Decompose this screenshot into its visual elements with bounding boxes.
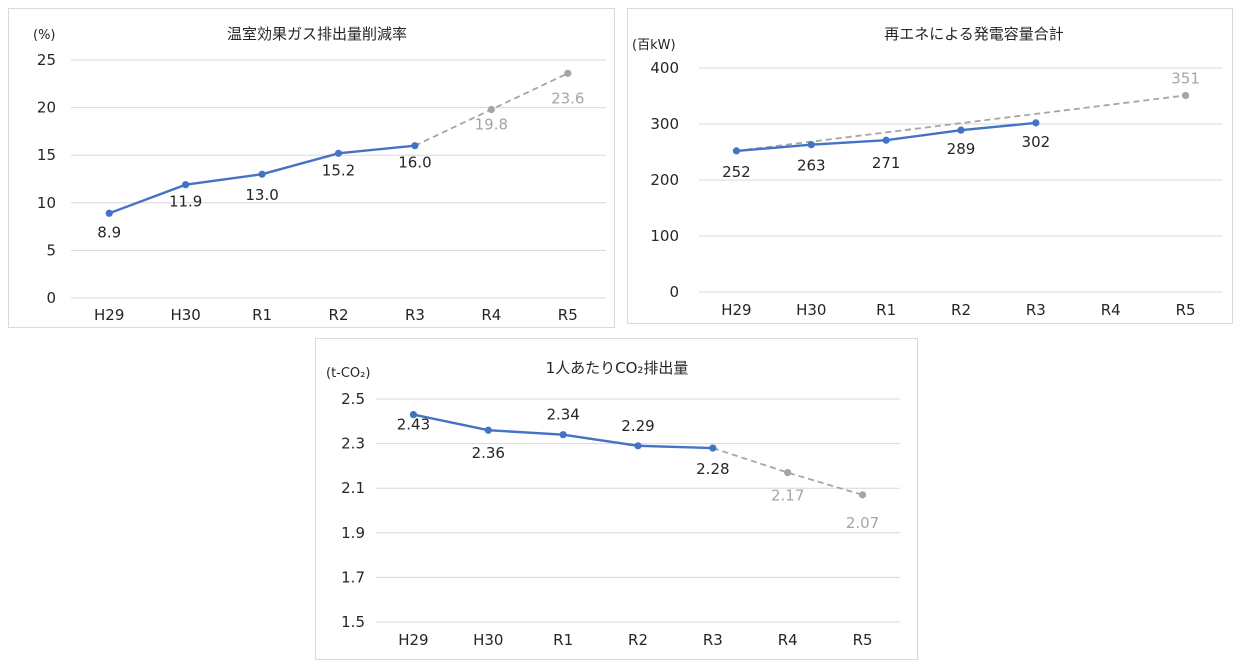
y-tick-label: 15 — [37, 146, 56, 164]
data-label: 2.43 — [397, 416, 430, 434]
x-tick-label: R1 — [876, 301, 896, 319]
y-tick-label: 0 — [669, 283, 679, 301]
x-tick-label: R5 — [1176, 301, 1196, 319]
x-tick-label: R3 — [1026, 301, 1046, 319]
data-point — [411, 142, 419, 150]
data-point — [732, 147, 741, 155]
data-label: 351 — [1171, 69, 1200, 87]
x-tick-label: R4 — [778, 631, 798, 649]
data-label: 2.07 — [846, 514, 879, 532]
projection-point — [858, 491, 867, 499]
data-point — [484, 426, 492, 434]
data-label: 2.29 — [621, 417, 654, 435]
y-unit-label: (t-CO₂) — [326, 366, 370, 381]
data-label: 11.9 — [169, 193, 202, 211]
y-tick-label: 20 — [37, 99, 56, 117]
projection-point — [487, 105, 495, 114]
x-tick-label: H29 — [721, 301, 751, 319]
projection-point — [784, 468, 792, 477]
data-point — [957, 126, 965, 134]
data-point — [807, 141, 815, 149]
co2-per-capita-chart: 1人あたりCO₂排出量 (t-CO₂) 1.5 1.7 1.9 2.1 2.3 2.5 H2… — [315, 338, 918, 660]
y-tick-label: 100 — [650, 227, 679, 245]
x-tick-label: R2 — [329, 306, 349, 324]
y-tick-label: 200 — [650, 171, 679, 189]
y-tick-label: 1.5 — [341, 613, 365, 631]
data-point — [1032, 119, 1040, 127]
x-tick-label: H30 — [170, 306, 200, 324]
data-label: 263 — [797, 157, 826, 175]
chart-title: 温室効果ガス排出量削減率 — [227, 25, 407, 43]
projection-point — [1181, 91, 1190, 100]
data-label: 8.9 — [97, 223, 121, 241]
data-point — [334, 149, 343, 157]
data-point — [258, 170, 266, 178]
data-label: 23.6 — [551, 89, 584, 107]
data-point — [634, 442, 642, 450]
y-tick-label: 300 — [650, 115, 679, 133]
data-point — [882, 136, 890, 144]
data-point — [409, 411, 418, 419]
x-tick-label: R4 — [481, 306, 501, 324]
chart-title: 再エネによる発電容量合計 — [884, 25, 1064, 43]
y-tick-label: 0 — [46, 289, 56, 307]
y-tick-label: 1.7 — [341, 568, 365, 586]
y-tick-label: 1.9 — [341, 524, 365, 542]
chart-title: 1人あたりCO₂排出量 — [546, 359, 689, 377]
data-label: 2.28 — [696, 460, 729, 478]
data-label: 2.36 — [472, 444, 505, 462]
data-point — [105, 209, 113, 217]
data-label: 271 — [872, 154, 901, 172]
data-label: 302 — [1022, 133, 1051, 151]
data-label: 16.0 — [398, 154, 431, 172]
y-tick-label: 2.5 — [341, 390, 365, 408]
y-tick-label: 400 — [650, 59, 679, 77]
data-label: 2.34 — [546, 406, 579, 424]
x-tick-label: R1 — [252, 306, 272, 324]
x-tick-label: R1 — [553, 631, 573, 649]
x-tick-label: R3 — [405, 306, 425, 324]
data-point — [559, 431, 567, 439]
x-tick-label: R2 — [628, 631, 648, 649]
x-tick-label: H30 — [473, 631, 503, 649]
x-tick-label: R3 — [703, 631, 723, 649]
data-point — [182, 181, 190, 189]
data-label: 252 — [722, 163, 751, 181]
y-tick-label: 2.1 — [341, 479, 365, 497]
data-label: 19.8 — [475, 116, 508, 134]
data-label: 13.0 — [245, 186, 278, 204]
x-tick-label: R4 — [1101, 301, 1121, 319]
x-tick-label: R5 — [558, 306, 578, 324]
co2-per-capita-chart-svg: 1人あたりCO₂排出量 (t-CO₂) 1.5 1.7 1.9 2.1 2.3 2.5 H2… — [326, 359, 900, 649]
x-tick-label: H29 — [398, 631, 428, 649]
y-tick-label: 2.3 — [341, 435, 365, 453]
y-tick-label: 10 — [37, 194, 56, 212]
y-unit-label: (%) — [33, 28, 56, 43]
renewable-capacity-chart: 再エネによる発電容量合計 (百kW) 0 100 200 300 400 H29 H30 R1… — [627, 8, 1233, 324]
x-tick-label: R2 — [951, 301, 971, 319]
y-unit-label: (百kW) — [632, 38, 676, 53]
data-point — [709, 444, 717, 452]
data-label: 289 — [947, 140, 976, 158]
y-tick-label: 5 — [46, 241, 56, 259]
reduction-rate-chart: 温室効果ガス排出量削減率 (%) 0 5 10 15 20 25 H29 H30 R1 R2 R3 R… — [8, 8, 615, 328]
renewable-capacity-chart-svg: 再エネによる発電容量合計 (百kW) 0 100 200 300 400 H29 H30 R1… — [632, 25, 1223, 319]
y-tick-label: 25 — [37, 51, 56, 69]
x-tick-label: R5 — [853, 631, 873, 649]
reduction-rate-chart-svg: 温室効果ガス排出量削減率 (%) 0 5 10 15 20 25 H29 H30 R1 R2 R3 R… — [33, 25, 606, 324]
projection-line — [712, 447, 863, 496]
projection-point — [564, 69, 572, 77]
data-label: 2.17 — [771, 487, 804, 505]
data-label: 15.2 — [322, 161, 355, 179]
x-tick-label: H29 — [94, 306, 124, 324]
x-tick-label: H30 — [796, 301, 826, 319]
